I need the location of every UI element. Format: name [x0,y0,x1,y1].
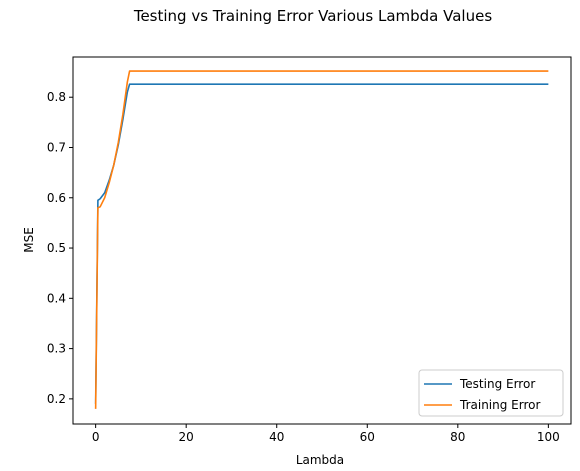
legend-label: Training Error [459,398,540,412]
y-tick-label: 0.6 [47,191,66,205]
legend: Testing Error Training Error [418,369,564,417]
plot-frame [72,56,572,425]
x-tick-label: 60 [360,430,375,444]
x-tick-label: 100 [537,430,560,444]
series-line-training-error [94,70,549,409]
y-tick-label: 0.3 [47,342,66,356]
y-tick-label: 0.8 [47,90,66,104]
y-tick-label: 0.4 [47,291,66,305]
x-axis: 0 20 40 60 80 100 [92,424,560,444]
x-tick-label: 40 [269,430,284,444]
series-layer [94,70,549,409]
legend-label: Testing Error [459,377,535,391]
legend-box [418,369,564,417]
y-axis: 0.2 0.3 0.4 0.5 0.6 0.7 0.8 [47,90,73,406]
series-line-testing-error [94,83,549,404]
y-tick-label: 0.2 [47,392,66,406]
y-tick-label: 0.7 [47,140,66,154]
chart-title: Testing vs Training Error Various Lambda… [133,7,492,25]
x-tick-label: 80 [450,430,465,444]
y-axis-title: MSE [22,227,36,253]
x-axis-title: Lambda [296,453,344,467]
x-tick-label: 0 [92,430,100,444]
x-tick-label: 20 [179,430,194,444]
y-tick-label: 0.5 [47,241,66,255]
